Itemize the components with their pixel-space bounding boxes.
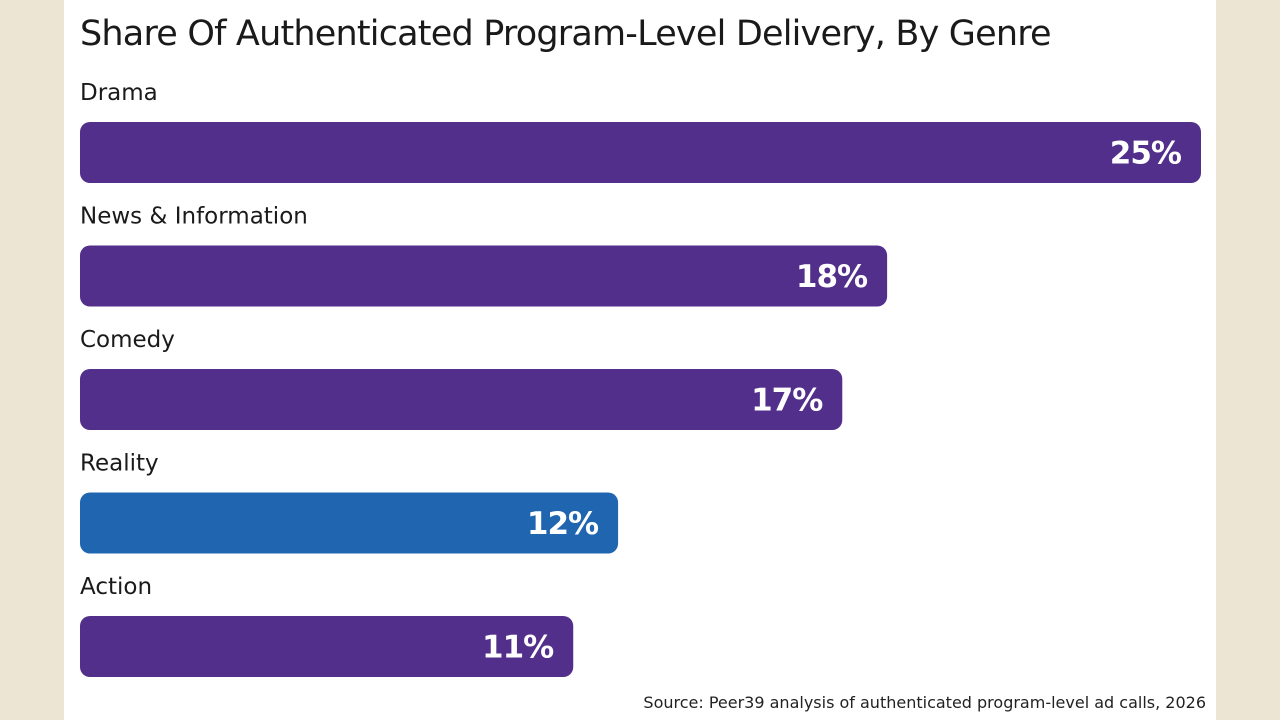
bar-group-action: Action 11% — [80, 574, 574, 677]
value-label-comedy: 17% — [751, 383, 823, 419]
value-label-reality: 12% — [527, 506, 599, 542]
bar-comedy — [80, 369, 843, 430]
bar-news-information — [80, 245, 888, 307]
value-label-news-information: 18% — [796, 259, 868, 295]
category-label-comedy: Comedy — [80, 327, 175, 353]
chart-title: Share Of Authenticated Program-Level Del… — [80, 14, 1052, 54]
value-label-drama: 25% — [1110, 136, 1182, 172]
bar-group-reality: Reality 12% — [80, 451, 619, 554]
category-label-drama: Drama — [80, 80, 158, 106]
bar-chart: Drama 25% News & Information 18% Comedy 17% Re… — [80, 80, 1201, 677]
category-label-news-information: News & Information — [80, 204, 308, 230]
bar-group-drama: Drama 25% — [80, 80, 1201, 183]
bar-action — [80, 616, 574, 677]
value-label-action: 11% — [482, 630, 554, 666]
category-label-reality: Reality — [80, 451, 159, 477]
bar-drama — [80, 122, 1201, 183]
bar-group-comedy: Comedy 17% — [80, 327, 843, 430]
bar-group-news-information: News & Information 18% — [80, 204, 888, 307]
bar-reality — [80, 492, 619, 554]
source-note: Source: Peer39 analysis of authenticated… — [643, 693, 1206, 712]
chart-card: Share Of Authenticated Program-Level Del… — [64, 0, 1216, 720]
category-label-action: Action — [80, 574, 152, 600]
